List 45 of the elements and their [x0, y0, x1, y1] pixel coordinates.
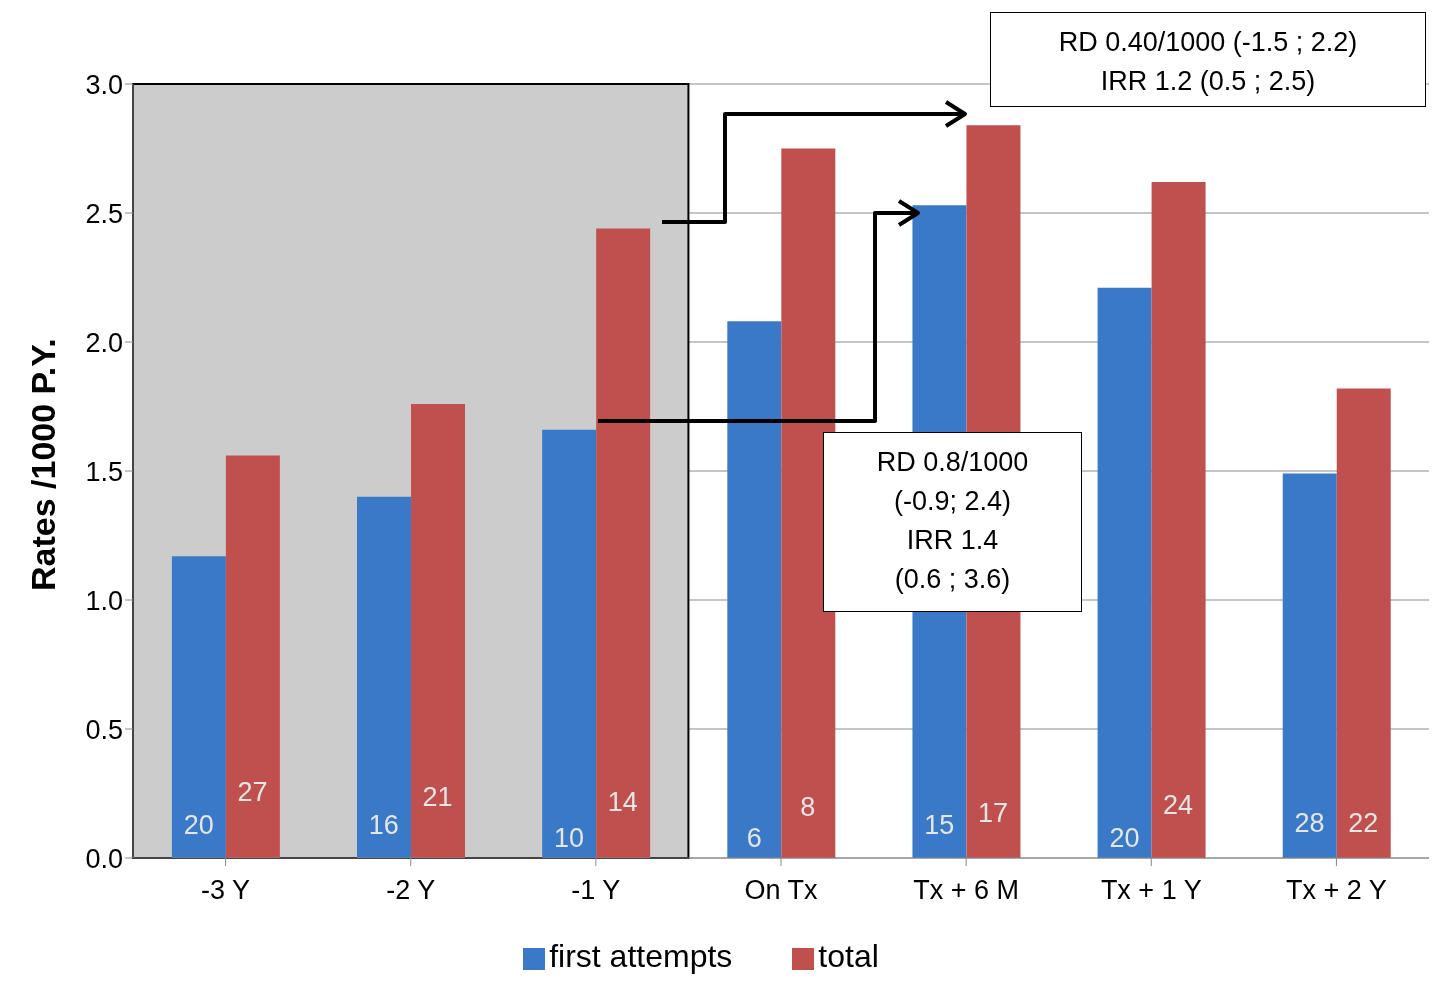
y-tick-label: 1.0 — [85, 585, 123, 616]
annotation: 16 — [368, 810, 399, 841]
bar — [225, 455, 280, 858]
bar — [1282, 473, 1337, 858]
annotation: 14 — [607, 787, 638, 818]
annotation: 20 — [1109, 823, 1140, 854]
bar — [1151, 182, 1206, 858]
y-tick-label: 2.0 — [85, 327, 123, 358]
annotation: 24 — [1163, 789, 1194, 820]
x-tick-label: -2 Y — [386, 875, 436, 906]
annotation: 22 — [1348, 807, 1379, 838]
y-tick-label: 0.0 — [85, 843, 123, 874]
annotation: 10 — [553, 823, 585, 854]
note-box: RD 0.40/1000 (-1.5 ; 2.2) IRR 1.2 (0.5 ; 2.5) — [990, 12, 1426, 107]
bar — [596, 228, 651, 858]
legend-label: first attempts — [549, 938, 733, 974]
annotation: 28 — [1294, 807, 1325, 838]
y-tick-label: 2.5 — [85, 198, 123, 229]
x-tick-label: On Tx — [744, 875, 819, 906]
y-axis-title: Rates /1000 P.Y. — [24, 338, 63, 591]
x-tick-label: Tx + 6 M — [913, 875, 1020, 906]
bar — [411, 403, 466, 858]
x-tick-label: -1 Y — [571, 875, 621, 906]
annotation: 21 — [422, 782, 453, 813]
annotation: 27 — [237, 776, 268, 807]
y-tick-label: 3.0 — [85, 69, 123, 100]
bar — [357, 496, 412, 858]
bar — [1097, 287, 1152, 858]
annotation: 8 — [800, 792, 816, 823]
annotation: 15 — [924, 810, 955, 841]
x-tick-label: Tx + 1 Y — [1100, 875, 1202, 906]
bar — [171, 556, 226, 858]
x-tick-label: -3 Y — [201, 875, 251, 906]
x-tick-label: Tx + 2 Y — [1286, 875, 1387, 906]
y-tick-label: 0.5 — [85, 714, 123, 745]
bar — [542, 429, 597, 858]
note-box: RD 0.8/1000 (-0.9; 2.4) IRR 1.4 (0.6 ; 3.6) — [823, 432, 1082, 612]
legend-label: total — [818, 938, 879, 974]
annotation: 20 — [183, 810, 214, 841]
bar — [1336, 388, 1391, 858]
annotation: 6 — [746, 823, 762, 854]
y-tick-label: 1.5 — [85, 456, 123, 487]
bar — [727, 321, 782, 858]
bar — [781, 148, 836, 858]
annotation: 17 — [977, 797, 1009, 828]
